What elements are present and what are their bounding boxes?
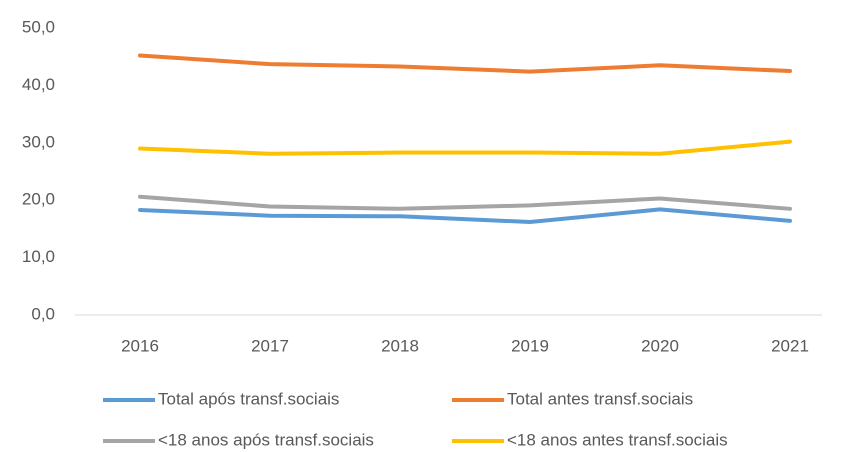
legend-label: <18 anos após transf.sociais: [158, 430, 374, 449]
data-line: [138, 139, 792, 156]
x-tick-label: 2019: [511, 336, 549, 355]
legend-label: Total antes transf.sociais: [507, 389, 693, 408]
y-tick-label: 30,0: [22, 132, 55, 151]
legend-label: Total após transf.sociais: [158, 389, 339, 408]
x-tick-label: 2021: [771, 336, 809, 355]
legend-label: <18 anos antes transf.sociais: [507, 430, 728, 449]
x-tick-label: 2018: [381, 336, 419, 355]
y-tick-label: 0,0: [31, 304, 55, 323]
x-tick-label: 2020: [641, 336, 679, 355]
y-tick-label: 40,0: [22, 75, 55, 94]
data-line: [138, 53, 792, 74]
data-line: [138, 194, 792, 211]
x-tick-label: 2016: [121, 336, 159, 355]
y-tick-label: 50,0: [22, 17, 55, 36]
y-tick-label: 10,0: [22, 247, 55, 266]
data-line: [138, 207, 792, 225]
y-tick-label: 20,0: [22, 190, 55, 209]
x-tick-label: 2017: [251, 336, 289, 355]
